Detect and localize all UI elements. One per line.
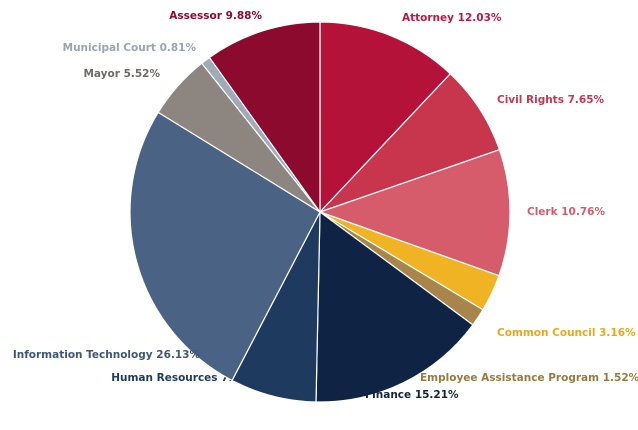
slice-label-value: 0.81%: [160, 42, 197, 54]
slice-label-name: Mayor: [83, 68, 120, 80]
slice-label-name: Information Technology: [13, 349, 153, 361]
slice-label-value: 15.21%: [415, 389, 459, 401]
slice-label: Municipal Court 0.81%: [63, 42, 197, 54]
slice-label-value: 3.16%: [599, 327, 636, 339]
slice-label-value: 5.52%: [124, 68, 161, 80]
pie-slice: [315, 210, 474, 403]
slice-label-value: 1.52%: [603, 372, 638, 384]
slice-label-value: 10.76%: [561, 206, 605, 218]
slice-label-name: Human Resources: [111, 372, 217, 384]
slice-label-name: Assessor: [169, 10, 222, 22]
slice-label-name: Attorney: [402, 12, 454, 24]
slice-label-value: 9.88%: [226, 10, 263, 22]
slice-label-value: 12.03%: [458, 12, 502, 24]
slice-label-name: Municipal Court: [63, 42, 156, 54]
pie-slice: [319, 21, 452, 214]
slice-label-name: Clerk: [527, 206, 559, 218]
slice-label-value: 7.65%: [568, 94, 605, 106]
slice-label-name: Employee Assistance Program: [420, 372, 599, 384]
slice-label: Civil Rights 7.65%: [497, 94, 605, 106]
slice-label-name: Civil Rights: [497, 94, 564, 106]
slice-label: Assessor 9.88%: [169, 10, 262, 22]
slice-label: Common Council 3.16%: [497, 327, 636, 339]
slice-label: Clerk 10.76%: [527, 206, 605, 218]
slice-label-name: Common Council: [497, 327, 595, 339]
slice-label: Information Technology 26.13%: [13, 349, 201, 361]
slice-label-name: Finance: [365, 389, 411, 401]
slice-label: Human Resources 7.3-2%: [111, 372, 262, 384]
pie-slice: [129, 111, 321, 382]
pie-slice: [208, 21, 321, 214]
slice-label-value: 26.13%: [156, 349, 200, 361]
slice-label: Finance 15.21%: [365, 389, 459, 401]
slice-label: Mayor 5.52%: [83, 68, 160, 80]
slice-label: Employee Assistance Program 1.52%: [420, 372, 638, 384]
pie-slice: [318, 148, 511, 277]
slice-label: Attorney 12.03%: [402, 12, 502, 24]
